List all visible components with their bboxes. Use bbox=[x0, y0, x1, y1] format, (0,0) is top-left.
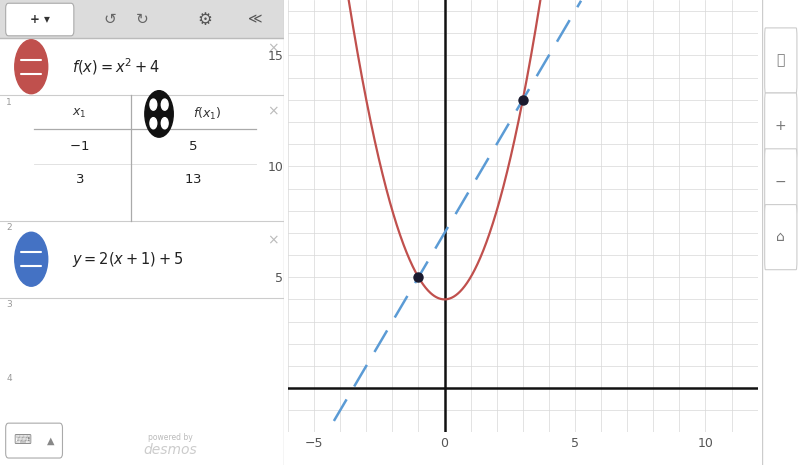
FancyBboxPatch shape bbox=[765, 205, 797, 270]
Text: ⚙: ⚙ bbox=[197, 11, 212, 28]
Text: −: − bbox=[775, 174, 786, 188]
Text: ×: × bbox=[267, 105, 278, 119]
Text: ⌨: ⌨ bbox=[14, 434, 32, 447]
Text: 3: 3 bbox=[6, 300, 12, 309]
FancyBboxPatch shape bbox=[0, 0, 284, 38]
Text: +: + bbox=[775, 119, 786, 133]
Text: 🔧: 🔧 bbox=[777, 53, 785, 67]
Text: + ▾: + ▾ bbox=[30, 13, 50, 26]
Circle shape bbox=[145, 91, 174, 137]
Circle shape bbox=[150, 118, 157, 129]
Text: ×: × bbox=[267, 233, 278, 248]
FancyBboxPatch shape bbox=[6, 3, 74, 36]
Circle shape bbox=[150, 99, 157, 110]
Text: $3$: $3$ bbox=[75, 173, 84, 186]
Text: desmos: desmos bbox=[143, 443, 198, 457]
Text: 2: 2 bbox=[6, 223, 12, 232]
Text: 4: 4 bbox=[6, 374, 12, 383]
Circle shape bbox=[14, 40, 48, 94]
Circle shape bbox=[162, 99, 168, 110]
FancyBboxPatch shape bbox=[765, 93, 797, 158]
Text: ↺: ↺ bbox=[103, 12, 116, 27]
Text: ×: × bbox=[267, 41, 278, 55]
Text: ↻: ↻ bbox=[136, 12, 148, 27]
Text: ⌂: ⌂ bbox=[777, 230, 785, 244]
Text: 1: 1 bbox=[6, 98, 12, 106]
Text: powered by: powered by bbox=[148, 432, 193, 442]
FancyBboxPatch shape bbox=[6, 423, 62, 458]
Text: $5$: $5$ bbox=[189, 140, 198, 153]
Text: $f(x_1)$: $f(x_1)$ bbox=[193, 106, 222, 122]
Text: $-1$: $-1$ bbox=[70, 140, 90, 153]
Text: $13$: $13$ bbox=[184, 173, 202, 186]
Text: ≪: ≪ bbox=[248, 13, 263, 27]
Text: $x_1$: $x_1$ bbox=[72, 107, 86, 120]
Circle shape bbox=[162, 118, 168, 129]
Text: $f(x) = x^2 + 4$: $f(x) = x^2 + 4$ bbox=[73, 56, 160, 77]
FancyBboxPatch shape bbox=[765, 149, 797, 214]
Text: $y = 2(x+1)+5$: $y = 2(x+1)+5$ bbox=[73, 250, 184, 269]
Text: ▲: ▲ bbox=[47, 436, 55, 446]
Circle shape bbox=[14, 232, 48, 286]
FancyBboxPatch shape bbox=[765, 28, 797, 93]
